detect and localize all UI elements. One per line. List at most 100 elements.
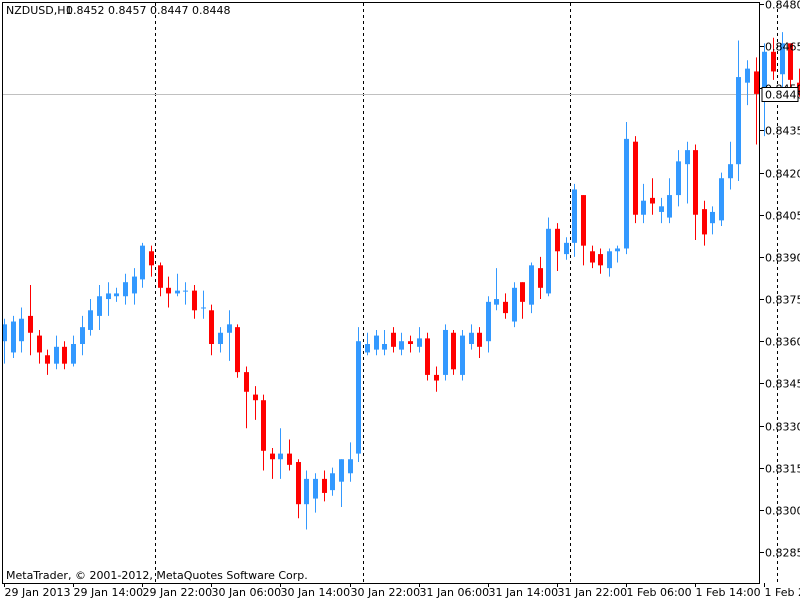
candle-body xyxy=(339,459,344,481)
candle-body xyxy=(365,344,370,352)
candle-bull xyxy=(356,327,361,462)
candle-body xyxy=(114,293,119,296)
candle-body xyxy=(149,251,154,265)
time-tick-label: 29 Jan 2013 xyxy=(5,586,71,599)
price-tick-label: 0.8480 xyxy=(765,0,800,12)
time-tick-label: 29 Jan 14:00 xyxy=(74,586,144,599)
candle-bull xyxy=(512,282,517,327)
candle-body xyxy=(37,336,42,353)
candle-body xyxy=(736,77,741,164)
candle-body xyxy=(555,229,560,251)
candle-body xyxy=(28,316,33,333)
candle-body xyxy=(546,229,551,294)
time-tick-label: 1 Feb 14:00 xyxy=(696,586,761,599)
time-tick-label: 31 Jan 06:00 xyxy=(420,586,490,599)
candle-bull xyxy=(624,122,629,254)
candle-body xyxy=(408,341,413,344)
time-tick-label: 30 Jan 14:00 xyxy=(281,586,351,599)
candle-body xyxy=(590,251,595,262)
candle-body xyxy=(685,150,690,164)
candle-body xyxy=(598,254,603,265)
copyright-text: MetaTrader, © 2001-2012, MetaQuotes Soft… xyxy=(6,569,308,582)
price-tick-label: 0.8315 xyxy=(765,463,800,476)
candle-body xyxy=(253,395,258,401)
candle-body xyxy=(391,333,396,347)
price-tick-label: 0.8435 xyxy=(765,125,800,138)
candle-body xyxy=(745,69,750,83)
candle-body xyxy=(451,333,456,370)
candle-body xyxy=(399,341,404,349)
candle-body xyxy=(270,454,275,460)
candle-body xyxy=(607,251,612,268)
candle-body xyxy=(374,336,379,350)
candle-body xyxy=(382,344,387,350)
candle-body xyxy=(754,71,759,93)
price-tick-label: 0.8420 xyxy=(765,168,800,181)
candle-body xyxy=(356,341,361,453)
price-tick-label: 0.8300 xyxy=(765,505,800,518)
candle-body xyxy=(728,164,733,178)
candle-body xyxy=(348,459,353,473)
candle-bull xyxy=(546,218,551,297)
candle-body xyxy=(564,243,569,254)
candle-body xyxy=(529,265,534,304)
candle-body xyxy=(158,265,163,287)
price-tick-label: 0.8360 xyxy=(765,336,800,349)
ohlc-readout: 0.8452 0.8457 0.8447 0.8448 xyxy=(66,4,230,17)
candle-body xyxy=(322,479,327,493)
candle-body xyxy=(693,150,698,215)
candle-bull xyxy=(719,173,724,226)
candle-body xyxy=(572,189,577,242)
time-tick-label: 1 Feb 06:00 xyxy=(627,586,692,599)
current-price-label: 0.8448 xyxy=(765,89,800,102)
current-price-marker: 0.8448 xyxy=(762,88,800,102)
price-tick-label: 0.8390 xyxy=(765,252,800,265)
time-tick-label: 1 Feb 22:00 xyxy=(765,586,800,599)
candle-body xyxy=(503,302,508,313)
candle-body xyxy=(477,333,482,347)
price-tick-label: 0.8465 xyxy=(765,41,800,54)
candle-body xyxy=(494,299,499,305)
candle-body xyxy=(287,454,292,465)
candle-body xyxy=(11,322,16,353)
candle-body xyxy=(486,302,491,341)
candle-body xyxy=(304,479,309,504)
candle-body xyxy=(71,344,76,364)
candle-body xyxy=(676,161,681,195)
candle-bull xyxy=(443,324,448,380)
candle-body xyxy=(659,206,664,212)
candle-body xyxy=(97,296,102,316)
candle-body xyxy=(80,327,85,344)
candle-body xyxy=(469,333,474,344)
candle-body xyxy=(425,338,430,375)
price-tick-label: 0.8345 xyxy=(765,378,800,391)
candle-body xyxy=(54,347,59,364)
candle-body xyxy=(330,473,335,490)
candle-body xyxy=(45,355,50,363)
candle-body xyxy=(132,277,137,294)
candle-body xyxy=(719,178,724,220)
candle-body xyxy=(296,462,301,504)
candle-body xyxy=(261,400,266,451)
candle-body xyxy=(641,201,646,215)
candle-body xyxy=(235,327,240,372)
candle-body xyxy=(201,307,206,308)
candle-body xyxy=(278,454,283,460)
price-tick-label: 0.8285 xyxy=(765,547,800,560)
candle-bear xyxy=(425,333,430,381)
candle-body xyxy=(702,209,707,234)
candle-body xyxy=(434,375,439,381)
candle-body xyxy=(417,338,422,346)
candle-body xyxy=(192,291,197,311)
candle-body xyxy=(581,195,586,246)
candle-bear xyxy=(633,136,638,223)
candle-bear xyxy=(235,324,240,377)
candle-body xyxy=(183,291,188,292)
time-tick-label: 29 Jan 22:00 xyxy=(143,586,213,599)
candle-body xyxy=(624,139,629,249)
candle-body xyxy=(771,52,776,72)
